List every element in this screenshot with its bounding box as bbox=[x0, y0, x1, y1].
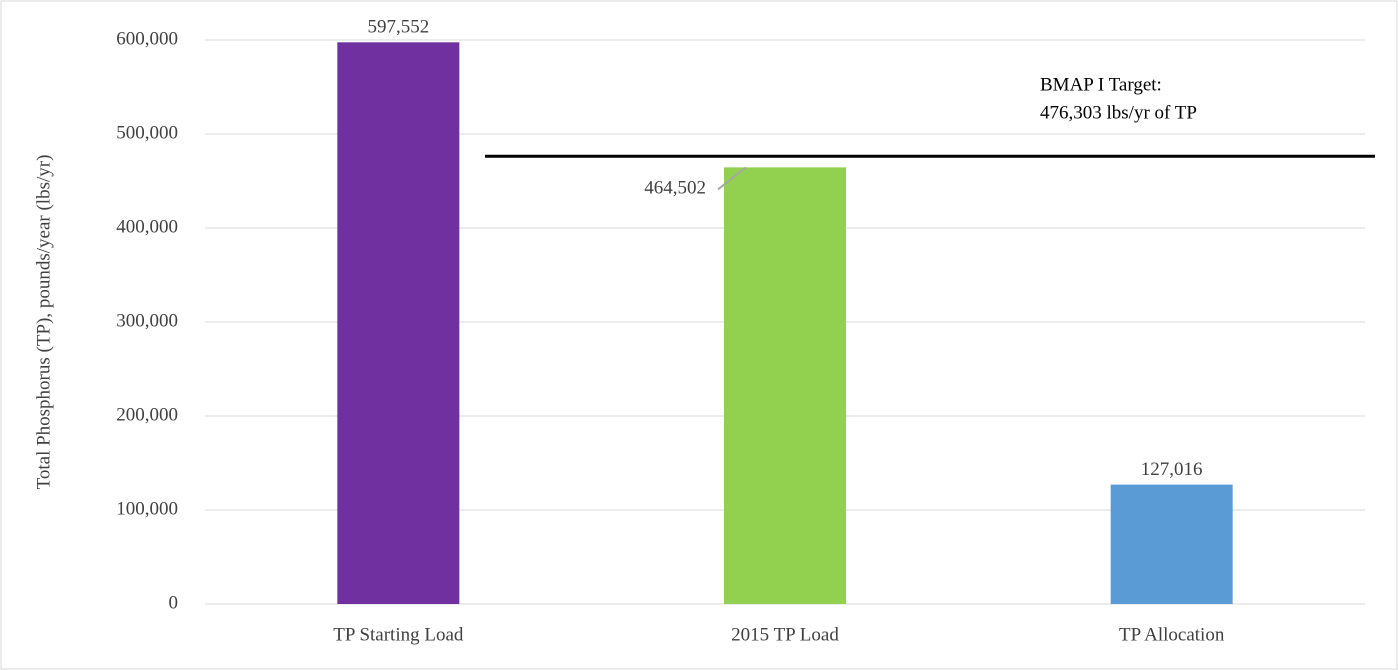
y-tick-label: 200,000 bbox=[116, 404, 178, 425]
value-label: 464,502 bbox=[644, 178, 706, 199]
x-tick-label: 2015 TP Load bbox=[731, 624, 839, 645]
y-tick-label: 100,000 bbox=[116, 498, 178, 519]
leader-line bbox=[717, 166, 747, 191]
bar bbox=[337, 42, 460, 604]
x-tick-label: TP Starting Load bbox=[333, 624, 464, 645]
y-tick-label: 300,000 bbox=[116, 310, 178, 331]
y-tick-label: 600,000 bbox=[116, 28, 178, 49]
x-tick-label: TP Allocation bbox=[1119, 624, 1225, 645]
value-label: 127,016 bbox=[1141, 459, 1203, 480]
annotation: 476,303 lbs/yr of TP bbox=[1040, 102, 1197, 123]
y-tick-label: 500,000 bbox=[116, 122, 178, 143]
bar bbox=[724, 167, 846, 605]
y-tick-label: 400,000 bbox=[116, 216, 178, 237]
annotation: BMAP I Target: bbox=[1040, 74, 1162, 95]
value-label: 597,552 bbox=[367, 17, 429, 38]
y-axis-label: Total Phosphorus (TP), pounds/year (lbs/… bbox=[33, 155, 54, 490]
y-tick-label: 0 bbox=[169, 592, 179, 613]
bar bbox=[1110, 484, 1233, 604]
